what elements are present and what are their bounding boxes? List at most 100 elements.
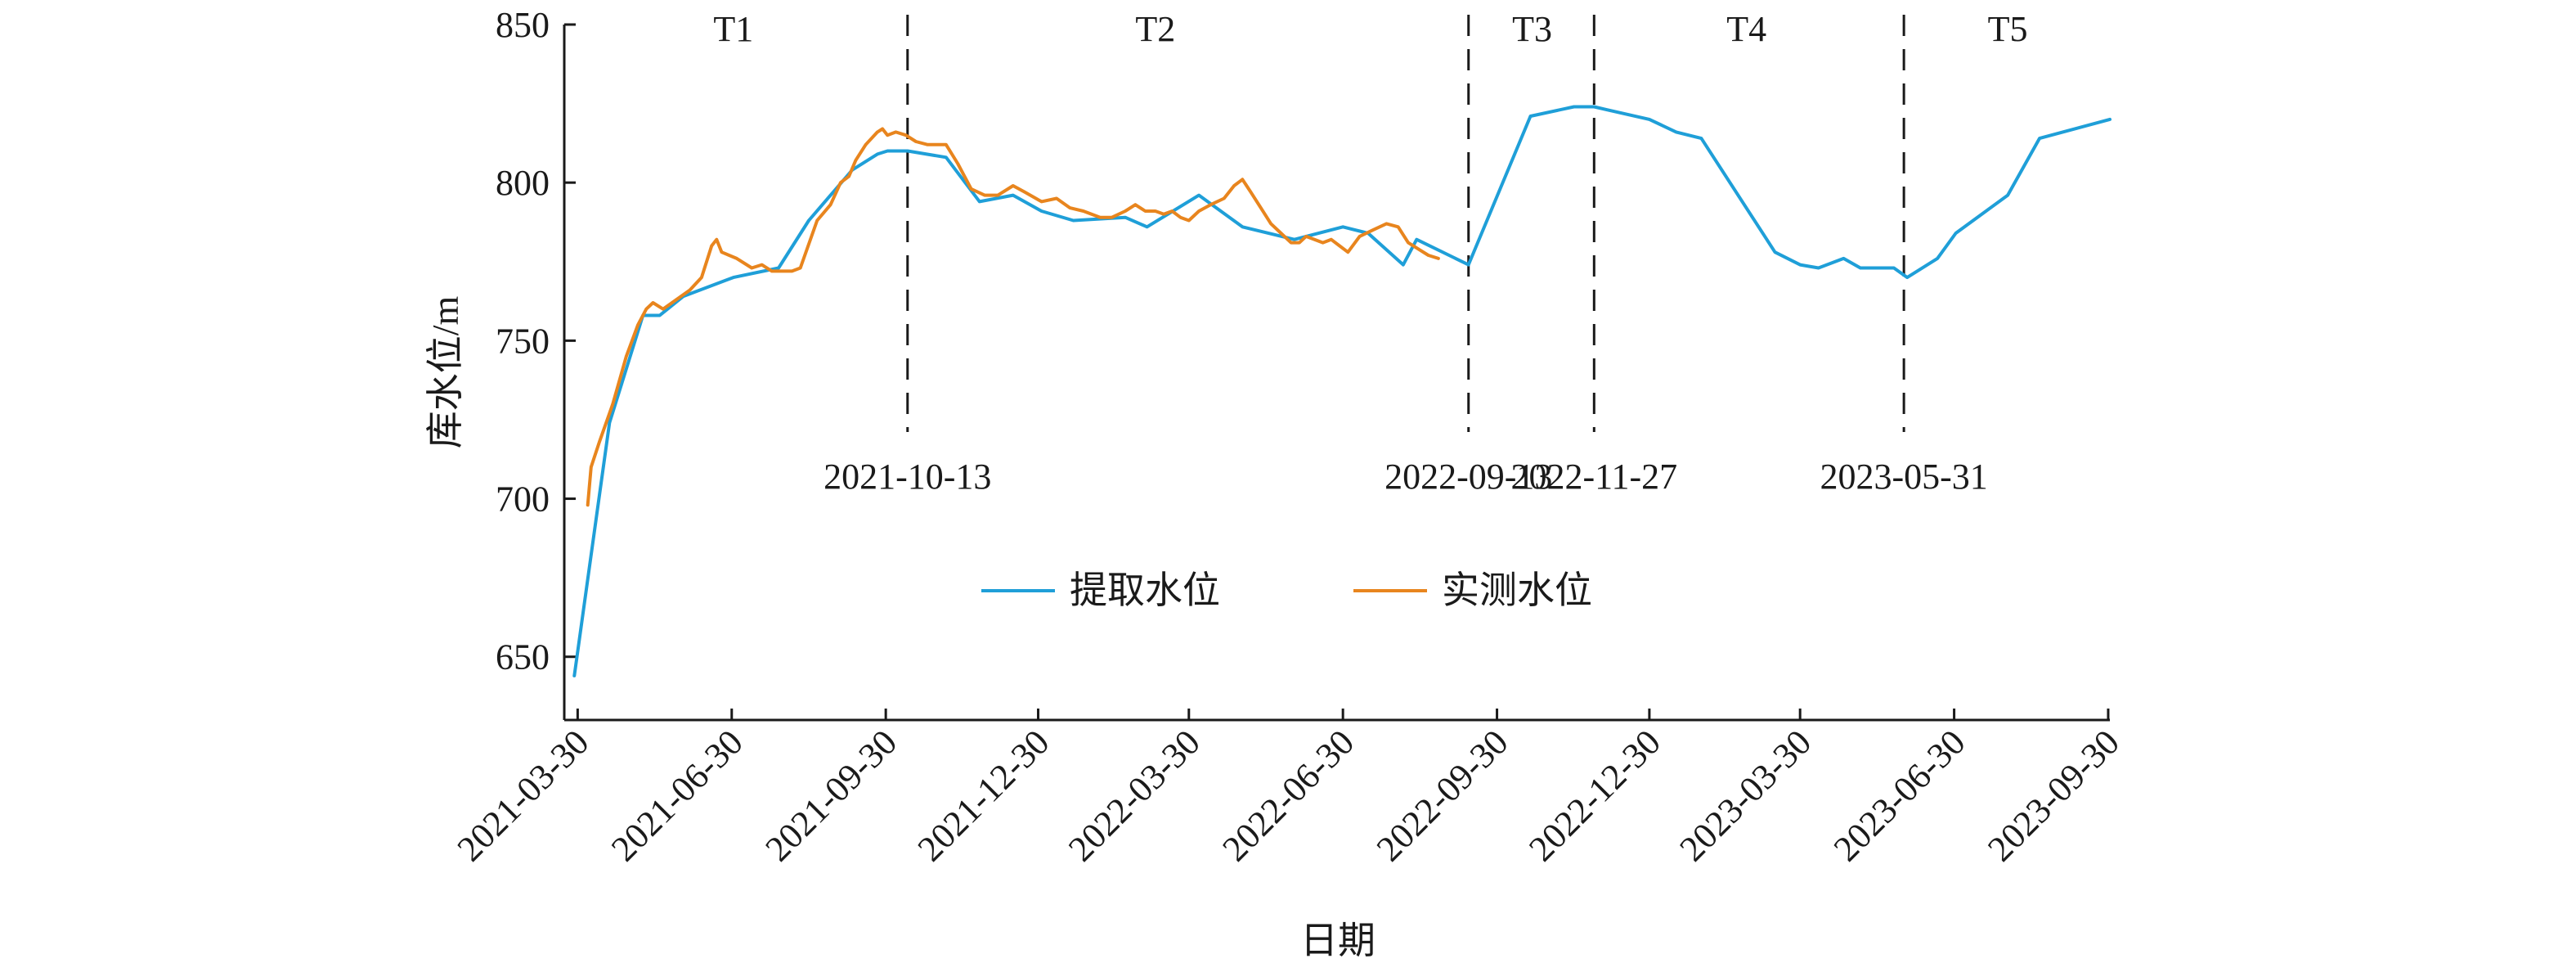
period-label: T5 — [1988, 9, 2028, 49]
series-line — [586, 127, 1440, 507]
legend-label-measured: 实测水位 — [1442, 569, 1592, 611]
data-point — [1012, 184, 1015, 187]
data-point — [689, 289, 692, 292]
y-tick-label: 650 — [496, 637, 550, 677]
data-point — [970, 187, 973, 191]
data-point — [886, 150, 889, 153]
data-point — [807, 219, 810, 223]
data-point — [1055, 197, 1058, 200]
data-point — [2108, 118, 2112, 121]
data-point — [1170, 209, 1174, 213]
data-point — [914, 140, 918, 143]
data-point — [1197, 209, 1200, 213]
data-point — [572, 674, 576, 677]
data-point — [1197, 194, 1200, 197]
data-point — [2038, 137, 2041, 140]
data-point — [652, 301, 655, 304]
data-point — [1892, 267, 1896, 269]
data-point — [1232, 184, 1236, 187]
data-point — [1111, 216, 1114, 219]
data-point — [1407, 241, 1410, 245]
data-point — [715, 238, 718, 241]
data-point — [1322, 241, 1325, 245]
x-tick-label: 2021-03-30 — [450, 722, 597, 869]
series-extracted — [572, 105, 2112, 677]
data-point — [611, 403, 614, 406]
period-divider-date: 2021-10-13 — [824, 457, 991, 497]
period-divider-date: 2022-09-13 — [1384, 457, 1552, 497]
data-point — [735, 257, 738, 260]
data-point — [1817, 267, 1820, 269]
data-point — [675, 298, 678, 301]
data-point — [720, 250, 723, 254]
data-point — [1402, 263, 1405, 267]
data-point — [876, 152, 879, 155]
data-point — [590, 466, 593, 469]
x-ticks: 2021-03-30 2021-06-30 2021-09-30 2021-12-30… — [450, 709, 2127, 869]
data-point — [906, 150, 909, 153]
data-point — [799, 267, 802, 269]
period-divider-date: 2022-11-27 — [1510, 457, 1677, 497]
period-label: T2 — [1135, 9, 1175, 49]
data-point — [886, 133, 889, 137]
data-point — [839, 181, 842, 184]
series — [572, 105, 2112, 677]
data-point — [1298, 241, 1301, 245]
data-point — [1068, 206, 1071, 209]
data-point — [1416, 247, 1420, 250]
data-point — [996, 194, 999, 197]
data-point — [770, 269, 774, 272]
data-point — [700, 276, 703, 279]
data-point — [761, 263, 764, 267]
data-point — [1259, 206, 1263, 209]
data-point — [904, 133, 908, 137]
data-point — [1330, 238, 1333, 241]
data-point — [750, 267, 753, 269]
data-point — [1241, 178, 1244, 181]
x-tick-label: 2021-12-30 — [910, 722, 1057, 869]
data-point — [1467, 263, 1470, 267]
y-tick-label: 700 — [496, 479, 550, 520]
y-tick-label: 750 — [496, 321, 550, 361]
data-point — [1699, 137, 1703, 140]
period-label: T4 — [1726, 9, 1766, 49]
data-point — [636, 323, 640, 326]
data-point — [1293, 238, 1296, 241]
data-point — [1040, 209, 1043, 213]
data-point — [1154, 209, 1157, 213]
data-point — [1592, 105, 1595, 108]
data-point — [847, 174, 850, 178]
legend-label-extracted: 提取水位 — [1070, 569, 1220, 611]
data-point — [1144, 209, 1147, 213]
data-point — [1371, 228, 1375, 232]
data-point — [983, 194, 986, 197]
data-point — [1124, 209, 1127, 213]
series-measured — [586, 127, 1440, 507]
y-tick-label: 800 — [496, 163, 550, 203]
data-point — [881, 128, 884, 130]
data-point — [1798, 263, 1802, 267]
y-axis-title: 库水位/m — [424, 296, 466, 449]
period-label: T1 — [713, 9, 753, 49]
data-point — [1187, 219, 1191, 223]
x-tick-label: 2023-09-30 — [1980, 722, 2127, 869]
x-tick-label: 2021-06-30 — [604, 722, 751, 869]
data-point — [829, 203, 832, 206]
x-tick-label: 2022-12-30 — [1521, 722, 1668, 869]
data-point — [894, 130, 897, 133]
data-point — [945, 143, 948, 146]
data-point — [1146, 225, 1149, 228]
data-point — [1304, 235, 1308, 238]
data-point — [1133, 203, 1137, 206]
data-point — [1358, 235, 1362, 238]
data-point — [945, 155, 948, 159]
data-point — [1250, 191, 1253, 194]
x-tick-label: 2022-09-30 — [1369, 722, 1516, 869]
data-point — [815, 219, 819, 223]
legend: 提取水位 实测水位 — [981, 569, 1592, 611]
data-point — [1012, 194, 1015, 197]
data-point — [1071, 219, 1075, 223]
data-point — [662, 308, 665, 311]
